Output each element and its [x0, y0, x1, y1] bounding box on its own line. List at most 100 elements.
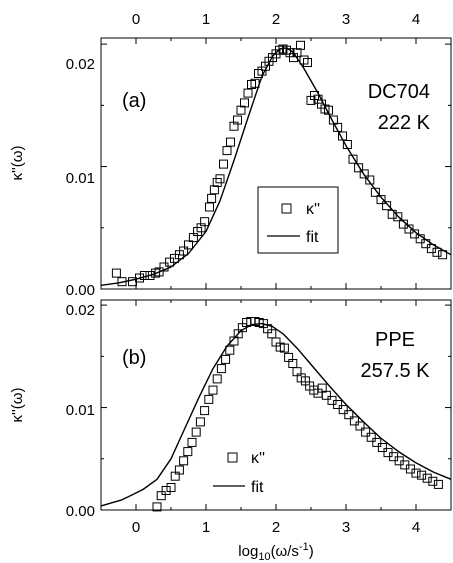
panel-a: 0.00 0.01 0.02 κ''(ω) (a) DC704 222 K κ'… [9, 37, 452, 299]
data-point [174, 465, 184, 475]
data-point [324, 105, 333, 115]
legend-label: fit [251, 479, 264, 496]
data-point [204, 394, 214, 404]
data-point [422, 473, 432, 483]
axis-ticks [101, 300, 451, 511]
data-point [209, 185, 219, 195]
legend-label: κ'' [306, 201, 320, 218]
data-point [428, 476, 438, 486]
data-point [279, 343, 289, 353]
y-tick-label: 0.02 [66, 302, 95, 319]
x-tick-label: 4 [412, 519, 420, 536]
data-point [139, 271, 149, 280]
legend-box [257, 186, 339, 254]
axis-ticks [101, 38, 451, 290]
top-tick-labels: 0 1 2 3 4 [132, 11, 420, 28]
legend-square-marker [281, 203, 292, 214]
data-point [135, 273, 144, 283]
x-tick-labels: 0 1 2 3 4 [132, 519, 420, 536]
legend-square-marker [227, 452, 238, 463]
y-axis-label: κ''(ω) [9, 388, 26, 423]
data-point [438, 250, 448, 260]
data-point [200, 217, 210, 227]
data-point [152, 502, 162, 512]
data-point [179, 246, 189, 256]
data-point [415, 234, 425, 244]
data-point [145, 271, 155, 280]
top-tick-label: 2 [272, 11, 280, 28]
top-tick-label: 0 [132, 11, 140, 28]
data-point [411, 468, 421, 478]
data-point [417, 470, 427, 480]
data-point [387, 209, 397, 219]
data-point [111, 268, 121, 278]
data-point [303, 58, 312, 67]
data-point [117, 277, 127, 287]
data-point [221, 354, 231, 364]
point-layer [152, 317, 443, 512]
top-tick-label: 1 [202, 11, 210, 28]
data-point [404, 224, 414, 234]
data-point [410, 229, 420, 239]
data-point [219, 159, 228, 169]
data-point [333, 122, 343, 132]
data-point [250, 78, 260, 88]
data-point [370, 187, 380, 197]
panel-b: 0.00 0.01 0.02 κ''(ω) (b) PPE 257.5 K κ'… [9, 299, 452, 563]
data-point [166, 483, 176, 492]
data-point [344, 410, 354, 420]
data-point [349, 416, 359, 426]
data-point [184, 240, 193, 250]
data-point [212, 374, 222, 384]
data-point [361, 427, 371, 437]
top-tick-label: 4 [412, 11, 420, 28]
data-point [207, 193, 217, 203]
x-tick-label: 0 [132, 519, 140, 536]
point-layer [111, 40, 448, 287]
panel-label: (b) [122, 347, 146, 369]
legend-label: fit [306, 229, 319, 246]
x-axis-label: log10(ω/s-1) [238, 541, 313, 563]
data-point [215, 174, 225, 184]
data-point [183, 447, 193, 457]
data-point [366, 432, 376, 442]
data-point [161, 486, 171, 495]
data-point [243, 88, 253, 98]
data-point [216, 364, 226, 374]
data-point [200, 406, 210, 416]
y-tick-label: 0.01 [66, 402, 95, 419]
annotation-line-1: PPE [375, 329, 415, 351]
data-point [348, 154, 358, 164]
data-point [338, 405, 348, 415]
annotation-line-2: 257.5 K [361, 360, 431, 382]
data-point [355, 421, 365, 431]
data-point [225, 345, 235, 355]
data-point [338, 131, 347, 141]
y-tick-labels: 0.00 0.01 0.02 [66, 56, 95, 299]
y-tick-label: 0.02 [66, 56, 95, 73]
data-point [208, 385, 218, 395]
data-point [432, 247, 442, 257]
data-point [377, 443, 387, 452]
annotation-line-2: 222 K [378, 112, 431, 134]
data-point [154, 267, 164, 277]
panel-label: (a) [122, 90, 146, 112]
data-point [365, 175, 375, 185]
x-tick-label: 3 [342, 519, 350, 536]
data-point [372, 437, 382, 447]
data-point [233, 115, 242, 125]
data-point [222, 146, 232, 156]
y-axis-label: κ''(ω) [9, 146, 26, 181]
x-tick-label: 2 [272, 519, 280, 536]
data-point [421, 239, 431, 249]
data-point [321, 390, 331, 400]
y-tick-label: 0.01 [66, 170, 95, 187]
data-point [159, 262, 169, 272]
data-point [205, 202, 214, 212]
data-point [179, 456, 189, 466]
legend: κ'' fit [213, 450, 265, 496]
data-point [433, 479, 443, 489]
data-point [359, 169, 369, 179]
data-point [296, 40, 305, 50]
